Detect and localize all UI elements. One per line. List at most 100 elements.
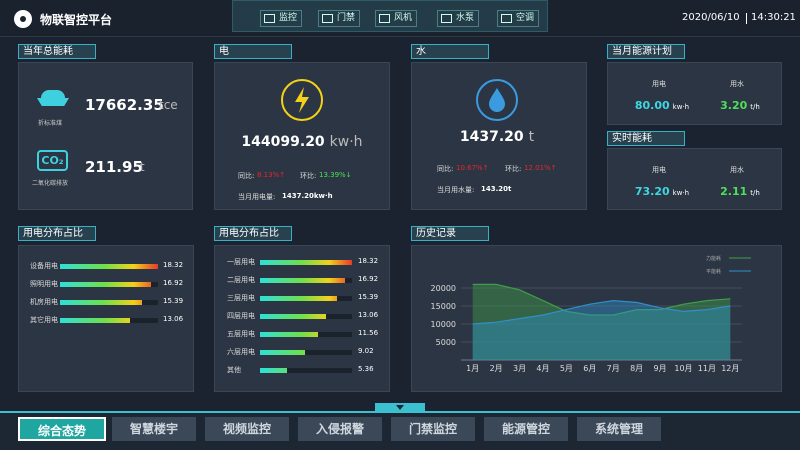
- bar-value: 16.92: [163, 279, 184, 287]
- coal-unit: tce: [159, 98, 178, 112]
- bar-value: 13.06: [163, 315, 184, 323]
- electricity-mom: 13.39%↓: [319, 171, 352, 179]
- bar-value: 15.39: [358, 293, 379, 301]
- tab[interactable]: 水泵: [437, 10, 480, 27]
- electricity-unit: kw·h: [329, 134, 363, 150]
- bar: [260, 314, 326, 319]
- nav-button[interactable]: 能源管控: [484, 417, 568, 441]
- coal-icon: [37, 90, 69, 108]
- tab-icon: [441, 14, 452, 23]
- bar-label: 二层用电: [227, 276, 255, 284]
- tab-icon: [501, 14, 512, 23]
- tab-label: 门禁: [337, 13, 356, 23]
- tab-label: 监控: [279, 13, 298, 23]
- electricity-icon: [281, 79, 323, 121]
- kpi-row: 80.00 kw·h: [622, 94, 702, 113]
- x-tick-label: 1月: [466, 364, 479, 373]
- tab[interactable]: 监控: [260, 10, 303, 27]
- area-fill: [472, 284, 731, 360]
- bar-value: 15.39: [163, 297, 184, 305]
- nav-button[interactable]: 智慧楼宇: [112, 417, 196, 441]
- water-value-row: 1437.20 t: [409, 129, 585, 145]
- kpi-unit: kw·h: [672, 189, 690, 197]
- coal-pile: [41, 90, 65, 98]
- nav-button[interactable]: 门禁监控: [391, 417, 475, 441]
- bar: [260, 350, 306, 355]
- electricity-value: 144099.20: [241, 134, 325, 150]
- panel-title: 用电分布占比: [18, 226, 96, 241]
- panel-title: 水: [411, 44, 489, 59]
- bar-value: 18.32: [358, 257, 379, 265]
- bar-label: 设备用电: [30, 262, 58, 270]
- water-unit: t: [528, 129, 535, 145]
- date: 2020/06/10: [682, 12, 740, 23]
- collapse-tab[interactable]: [375, 403, 425, 412]
- kpi-unit: t/h: [750, 189, 760, 197]
- tab[interactable]: 风机: [375, 10, 418, 27]
- bar-label: 四层用电: [227, 312, 255, 320]
- nav-button[interactable]: 入侵报警: [298, 417, 382, 441]
- kpi-value: 73.20: [634, 185, 670, 198]
- bar-label: 其他: [227, 366, 241, 374]
- bar-label: 照明用电: [30, 280, 58, 288]
- kpi-row: 2.11 t/h: [700, 180, 780, 199]
- bar-value: 16.92: [358, 275, 379, 283]
- tab-icon: [322, 14, 333, 23]
- bar: [260, 260, 352, 265]
- x-tick-label: 9月: [653, 364, 666, 373]
- coal-label: 折标准煤: [38, 120, 63, 127]
- panel: [18, 245, 194, 392]
- panel-title: 当年总能耗: [18, 44, 96, 59]
- tab[interactable]: 门禁: [318, 10, 361, 27]
- bar-label: 其它用电: [30, 316, 58, 324]
- bar-value: 13.06: [358, 311, 379, 319]
- y-tick-label: 10000: [431, 320, 456, 329]
- panel: [18, 62, 193, 210]
- series-line: [472, 283, 731, 316]
- water-icon: [476, 79, 518, 121]
- nav-button[interactable]: 综合态势: [18, 417, 106, 441]
- co2-label: 二氧化碳排放: [32, 180, 69, 187]
- tab[interactable]: 空调: [497, 10, 540, 27]
- logo: [14, 10, 32, 28]
- tab-label: 水泵: [456, 13, 475, 23]
- bolt: [295, 87, 309, 113]
- panel: [411, 245, 782, 392]
- bar-value: 5.36: [358, 365, 374, 373]
- bar: [260, 296, 338, 301]
- kpi-value: 3.20: [720, 99, 748, 112]
- x-tick-label: 11月: [698, 364, 716, 373]
- x-tick-label: 7月: [607, 364, 620, 373]
- app-title: 物联智控平台: [40, 13, 113, 27]
- nav-button[interactable]: 系统管理: [577, 417, 661, 441]
- x-tick-label: 6月: [583, 364, 596, 373]
- kpi-label: 用水: [730, 80, 744, 88]
- x-tick-label: 4月: [536, 364, 549, 373]
- electricity-month-label: 当月用电量:: [238, 193, 276, 201]
- bar: [60, 282, 151, 287]
- bar-value: 9.02: [358, 347, 374, 355]
- y-tick-label: 15000: [431, 302, 456, 311]
- logo-dot: [20, 16, 26, 22]
- x-tick-label: 3月: [513, 364, 526, 373]
- kpi-row: 73.20 kw·h: [622, 180, 702, 199]
- kpi-unit: t/h: [750, 103, 760, 111]
- water-mom-label: 环比:: [505, 165, 522, 173]
- bar-label: 机房用电: [30, 298, 58, 306]
- tab-label: 空调: [516, 13, 535, 23]
- bar-label: 三层用电: [227, 294, 255, 302]
- legend-label: 力能耗: [706, 255, 721, 262]
- bar: [60, 300, 143, 305]
- separator: [746, 13, 747, 24]
- x-tick-label: 8月: [630, 364, 643, 373]
- water-yoy-label: 同比:: [437, 165, 454, 173]
- bar: [260, 368, 287, 373]
- nav-button[interactable]: 视频监控: [205, 417, 289, 441]
- water-month-label: 当月用水量:: [437, 186, 475, 194]
- kpi-label: 用电: [652, 80, 666, 88]
- bar: [60, 264, 158, 269]
- kpi-unit: kw·h: [672, 103, 690, 111]
- panel-title: 电: [214, 44, 292, 59]
